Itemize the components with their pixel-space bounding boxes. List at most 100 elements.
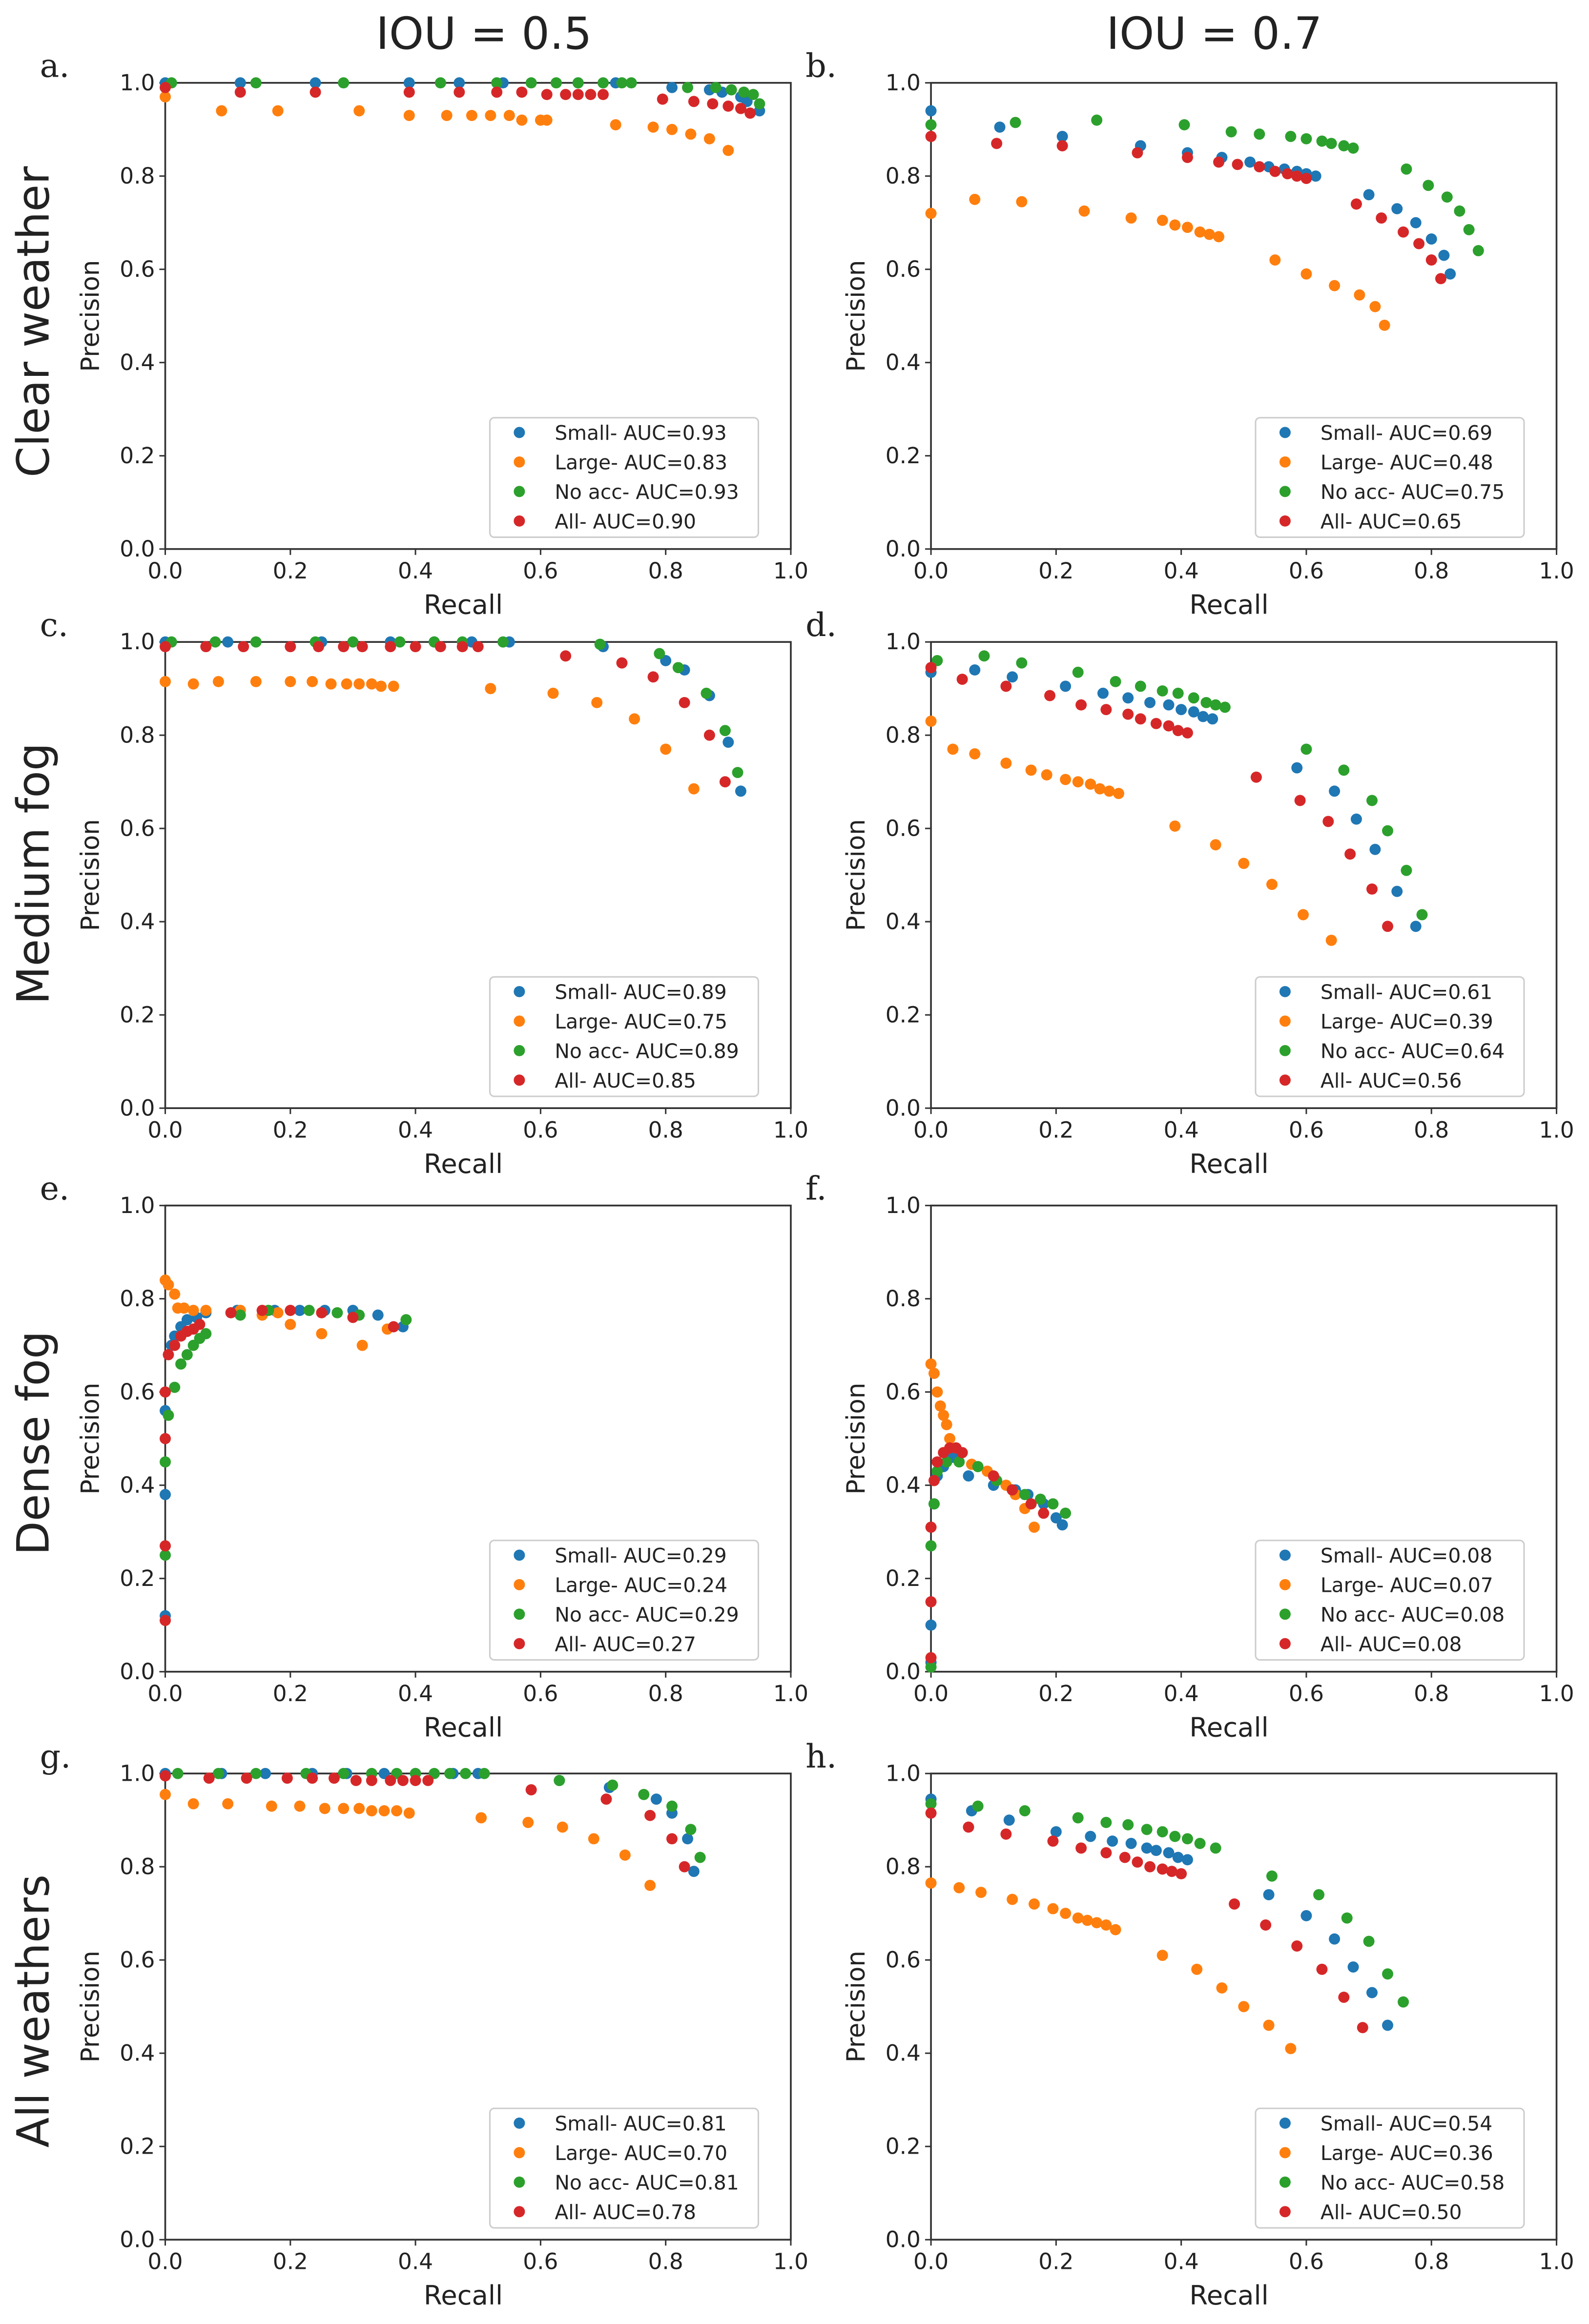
- data-point: [1263, 1889, 1275, 1901]
- y-axis-label: Precision: [76, 260, 105, 372]
- data-point: [685, 128, 697, 140]
- data-point: [160, 1615, 171, 1626]
- data-point: [516, 114, 528, 126]
- data-point: [1188, 692, 1199, 704]
- panel-g: g. 0.0 0.2 0.4 0.6 0.8 1.0 0.0 0.2 0.4 0.6 0.8 1.0 Re…: [40, 1737, 808, 2311]
- data-point: [272, 1307, 284, 1318]
- data-point: [1269, 254, 1281, 266]
- data-point: [1016, 657, 1028, 669]
- data-point: [1163, 699, 1175, 711]
- legend: Small- AUC=0.08 Large- AUC=0.07 No acc- AU…: [1255, 1540, 1525, 1661]
- y-tick-label: 0.8: [886, 1853, 921, 1879]
- legend-marker: [514, 2176, 525, 2188]
- data-point: [1363, 1935, 1375, 1947]
- x-tick-label: 0.4: [1164, 558, 1199, 584]
- data-point: [560, 650, 572, 662]
- data-point: [434, 77, 446, 89]
- data-point: [701, 687, 712, 699]
- data-point: [953, 1456, 965, 1468]
- legend-label: All- AUC=0.27: [555, 1632, 696, 1656]
- legend-box: [1255, 417, 1525, 538]
- data-point: [234, 77, 246, 89]
- data-point: [1075, 1842, 1087, 1854]
- data-point: [441, 110, 453, 122]
- data-point: [978, 650, 990, 662]
- series-no-acc: [165, 77, 765, 110]
- data-point: [1029, 1522, 1040, 1533]
- data-point: [234, 86, 246, 98]
- data-point: [1100, 1919, 1112, 1931]
- series-small: [925, 664, 1422, 932]
- data-point: [1357, 2022, 1368, 2034]
- data-point: [266, 1800, 277, 1812]
- data-point: [175, 1358, 187, 1370]
- data-point: [403, 86, 415, 98]
- series-large: [925, 716, 1337, 946]
- y-tick-label: 0.6: [120, 256, 155, 282]
- data-point: [466, 110, 477, 122]
- data-point: [607, 1779, 619, 1791]
- data-point: [1379, 319, 1390, 331]
- y-tick-label: 0.6: [120, 1947, 155, 1973]
- data-point: [172, 1768, 184, 1779]
- data-point: [654, 648, 665, 659]
- data-point: [350, 1775, 362, 1787]
- data-point: [366, 678, 377, 690]
- data-point: [1300, 133, 1312, 144]
- data-point: [1181, 1833, 1193, 1845]
- data-point: [541, 89, 553, 101]
- data-point: [1047, 1835, 1059, 1847]
- legend-marker: [514, 2118, 525, 2129]
- data-point: [250, 636, 262, 648]
- data-point: [560, 89, 572, 101]
- x-tick-label: 1.0: [773, 1117, 808, 1143]
- series-large: [925, 1358, 1040, 1533]
- x-axis-label: Recall: [424, 590, 503, 620]
- data-point: [925, 1522, 937, 1533]
- data-point: [1050, 1826, 1062, 1838]
- data-point: [316, 1307, 328, 1318]
- data-point: [250, 676, 262, 687]
- data-point: [163, 1409, 174, 1421]
- data-point: [719, 725, 731, 737]
- plot-area: [930, 82, 1558, 550]
- legend-marker: [514, 1549, 525, 1561]
- data-point: [169, 1288, 181, 1300]
- series-all: [160, 641, 731, 788]
- y-axis-label: Precision: [76, 1383, 105, 1495]
- data-point: [372, 1309, 384, 1321]
- legend-marker: [1279, 1045, 1291, 1056]
- data-point: [325, 678, 337, 690]
- data-point: [1072, 1812, 1084, 1824]
- data-point: [1238, 2001, 1250, 2013]
- data-point: [1056, 140, 1068, 152]
- data-point: [572, 77, 584, 89]
- data-point: [1285, 2043, 1297, 2055]
- legend-label: All- AUC=0.85: [555, 1069, 696, 1092]
- data-point: [1398, 1996, 1409, 2008]
- x-tick-label: 0.0: [913, 1117, 949, 1143]
- data-point: [250, 77, 262, 89]
- data-point: [310, 77, 321, 89]
- data-point: [722, 736, 734, 748]
- data-point: [1254, 161, 1265, 173]
- data-point: [1056, 1519, 1068, 1531]
- data-point: [366, 1805, 377, 1817]
- x-tick-label: 1.0: [1539, 2249, 1574, 2275]
- data-point: [953, 1882, 965, 1893]
- data-point: [400, 1314, 412, 1326]
- legend-marker: [1279, 1638, 1291, 1649]
- data-point: [725, 84, 737, 96]
- data-point: [200, 641, 212, 653]
- data-point: [647, 121, 659, 133]
- x-tick-label: 0.6: [1289, 2249, 1324, 2275]
- data-point: [1435, 273, 1446, 285]
- legend-label: Small- AUC=0.93: [555, 421, 726, 445]
- data-point: [666, 123, 678, 135]
- x-tick-label: 1.0: [773, 2249, 808, 2275]
- data-point: [1401, 163, 1412, 175]
- legend: Small- AUC=0.61 Large- AUC=0.39 No acc- AU…: [1255, 976, 1525, 1097]
- series-large: [925, 193, 1390, 331]
- legend-label: Small- AUC=0.54: [1321, 2112, 1492, 2136]
- data-point: [1398, 226, 1409, 238]
